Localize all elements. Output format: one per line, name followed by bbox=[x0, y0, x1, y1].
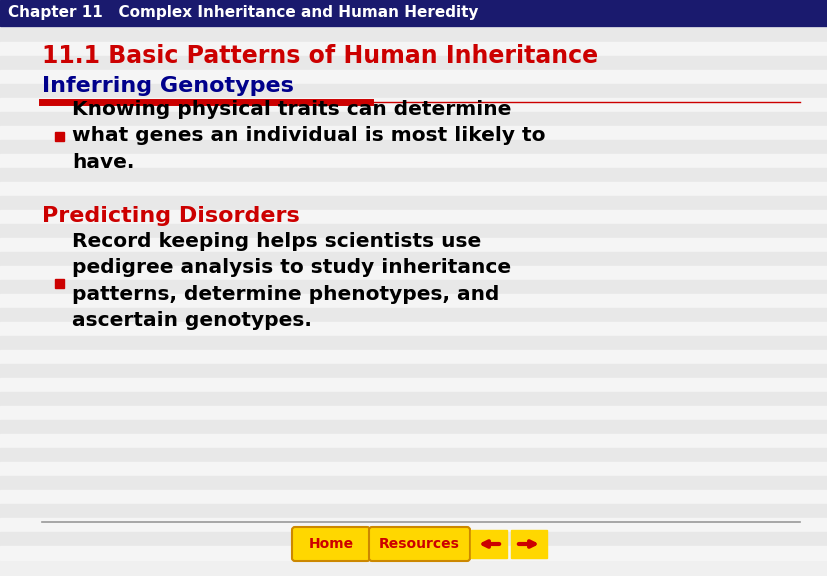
Bar bbox=[0, 308, 827, 322]
Bar bbox=[0, 518, 827, 532]
Bar bbox=[0, 182, 827, 196]
Bar bbox=[0, 336, 827, 350]
Text: Home: Home bbox=[308, 537, 353, 551]
Bar bbox=[0, 420, 827, 434]
Bar bbox=[0, 406, 827, 420]
Bar bbox=[0, 14, 827, 28]
Bar bbox=[0, 364, 827, 378]
Bar bbox=[0, 28, 827, 42]
Bar bbox=[0, 322, 827, 336]
Bar bbox=[0, 546, 827, 560]
Bar bbox=[0, 196, 827, 210]
Bar bbox=[55, 279, 64, 288]
Bar bbox=[0, 490, 827, 504]
Bar bbox=[0, 350, 827, 364]
Bar bbox=[0, 476, 827, 490]
Text: Knowing physical traits can determine
what genes an individual is most likely to: Knowing physical traits can determine wh… bbox=[72, 100, 545, 172]
Bar bbox=[0, 42, 827, 56]
Text: Inferring Genotypes: Inferring Genotypes bbox=[42, 76, 294, 96]
Bar bbox=[55, 132, 64, 141]
FancyBboxPatch shape bbox=[369, 527, 470, 561]
Bar bbox=[0, 0, 827, 26]
Bar bbox=[0, 98, 827, 112]
Bar bbox=[0, 84, 827, 98]
Text: Record keeping helps scientists use
pedigree analysis to study inheritance
patte: Record keeping helps scientists use pedi… bbox=[72, 232, 510, 330]
Text: Predicting Disorders: Predicting Disorders bbox=[42, 206, 299, 226]
Text: 11.1 Basic Patterns of Human Inheritance: 11.1 Basic Patterns of Human Inheritance bbox=[42, 44, 597, 68]
Bar bbox=[0, 0, 827, 14]
Bar bbox=[510, 530, 547, 558]
Bar bbox=[0, 504, 827, 518]
Bar bbox=[0, 434, 827, 448]
Bar bbox=[0, 294, 827, 308]
Bar bbox=[0, 154, 827, 168]
Text: Chapter 11   Complex Inheritance and Human Heredity: Chapter 11 Complex Inheritance and Human… bbox=[8, 6, 478, 21]
Bar bbox=[0, 210, 827, 224]
Bar bbox=[0, 448, 827, 462]
Bar bbox=[0, 252, 827, 266]
Bar bbox=[0, 112, 827, 126]
Bar bbox=[0, 532, 827, 546]
Bar bbox=[0, 56, 827, 70]
Text: Resources: Resources bbox=[378, 537, 459, 551]
Bar bbox=[0, 70, 827, 84]
Bar bbox=[0, 126, 827, 140]
FancyBboxPatch shape bbox=[292, 527, 370, 561]
Bar bbox=[0, 238, 827, 252]
Bar bbox=[0, 392, 827, 406]
Bar bbox=[0, 266, 827, 280]
Bar bbox=[0, 168, 827, 182]
Bar bbox=[0, 462, 827, 476]
Bar bbox=[471, 530, 506, 558]
Bar bbox=[0, 280, 827, 294]
Bar bbox=[0, 378, 827, 392]
Bar bbox=[0, 140, 827, 154]
Bar bbox=[0, 224, 827, 238]
